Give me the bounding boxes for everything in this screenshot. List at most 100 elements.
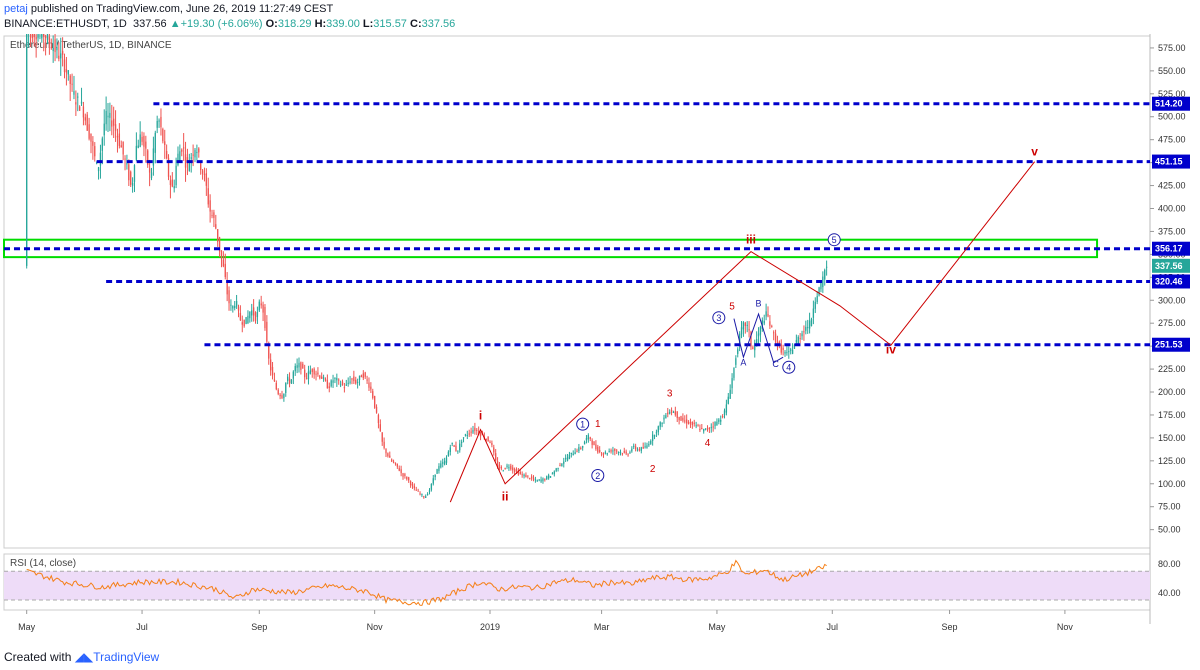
x-tick-label: May (18, 622, 36, 632)
candle-body (169, 180, 172, 186)
candle-body (131, 182, 134, 186)
candle-body (345, 384, 347, 386)
candle-body (322, 377, 325, 380)
candle-body (597, 446, 599, 453)
level-label: 356.17 (1155, 244, 1183, 254)
candle-body (513, 469, 516, 472)
candle-body (642, 447, 644, 449)
candle-body (105, 110, 107, 125)
author-link[interactable]: petaj (4, 3, 28, 15)
candle-body (506, 465, 508, 467)
candle-body (347, 382, 349, 384)
candle-body (693, 422, 695, 424)
x-tick-label: Nov (1057, 622, 1074, 632)
candle-body (504, 468, 506, 470)
candle-body (559, 465, 561, 467)
candle-body (262, 304, 264, 313)
level-tag (1152, 154, 1190, 169)
candle-body (360, 375, 363, 378)
candle-body (377, 415, 380, 424)
candle-body (256, 311, 259, 318)
footer: Created with ◢◣TradingView (4, 650, 159, 664)
candle-body (445, 457, 448, 463)
candle-body (387, 453, 389, 457)
candle-body (495, 453, 497, 461)
tradingview-brand[interactable]: TradingView (93, 650, 160, 664)
candle-body (398, 468, 400, 471)
candle-body (485, 439, 487, 441)
candle-body (258, 301, 260, 311)
candle-body (201, 170, 204, 174)
candle-body (714, 422, 716, 427)
candle-body (691, 421, 694, 425)
y-tick-label: 50.00 (1158, 525, 1181, 535)
x-tick-label: 2019 (480, 622, 500, 632)
candle-body (217, 229, 219, 242)
candle-body (162, 129, 164, 142)
candle-body (650, 440, 652, 444)
candle-body (249, 311, 251, 319)
wave-label: v (1031, 144, 1038, 158)
level-tag (1152, 274, 1190, 289)
candle-body (317, 372, 319, 375)
candle-body (302, 363, 304, 369)
candle-body (793, 344, 796, 349)
candle-body (311, 369, 313, 372)
candle-body (774, 333, 777, 343)
candle-body (294, 365, 296, 372)
candle-body (334, 377, 336, 379)
candle-body (525, 474, 527, 478)
candle-body (735, 358, 737, 365)
candle-body (602, 453, 605, 455)
candle-body (653, 435, 656, 437)
candle-body (114, 124, 117, 131)
candle-body (551, 473, 554, 475)
candle-body (489, 441, 491, 443)
candle-body (120, 145, 122, 148)
candle-body (462, 437, 465, 439)
candle-body (65, 69, 68, 73)
candle-body (181, 149, 183, 152)
candle-body (296, 365, 298, 368)
candle-body (78, 106, 81, 111)
candle-body (721, 416, 724, 418)
candle-body (564, 458, 567, 460)
candle-body (232, 306, 234, 309)
candle-body (676, 411, 678, 418)
candle-body (814, 301, 816, 309)
candle-body (674, 411, 676, 415)
candle-body (599, 449, 601, 452)
level-label: 320.46 (1155, 276, 1183, 286)
wave-label: iii (746, 232, 756, 246)
candle-body (761, 320, 763, 329)
candle-body (703, 428, 705, 432)
candle-body (587, 435, 590, 440)
candle-body (358, 375, 361, 380)
low-label: L: (362, 18, 374, 30)
wave-label: 2 (650, 464, 656, 475)
candle-body (574, 452, 576, 455)
open-label: O: (265, 18, 278, 30)
wave-circle (782, 360, 796, 374)
candle-body (496, 461, 499, 468)
candle-body (428, 490, 431, 492)
wave-label: iv (886, 342, 896, 356)
candle-body (769, 321, 771, 326)
candle-body (515, 469, 518, 472)
price-pane (3, 35, 1151, 549)
chart-area[interactable]: 50.00 75.00 100.00 125.00 150.00 175.00 200.00… (0, 34, 1200, 646)
x-tick-label: Sep (942, 622, 958, 632)
candle-body (222, 259, 225, 267)
price-chart[interactable]: 50.00 75.00 100.00 125.00 150.00 175.00 200.00… (0, 34, 1200, 646)
candle-body (243, 319, 245, 327)
candle-body (667, 412, 669, 415)
candle-body (421, 494, 423, 496)
high-value: 339.00 (326, 18, 360, 30)
candle-body (389, 455, 391, 458)
candle-body (651, 434, 654, 441)
candle-body (406, 477, 408, 480)
candle-body (744, 322, 746, 326)
candle-body (544, 479, 546, 481)
candle-body (379, 424, 381, 432)
candle-body (572, 453, 574, 456)
